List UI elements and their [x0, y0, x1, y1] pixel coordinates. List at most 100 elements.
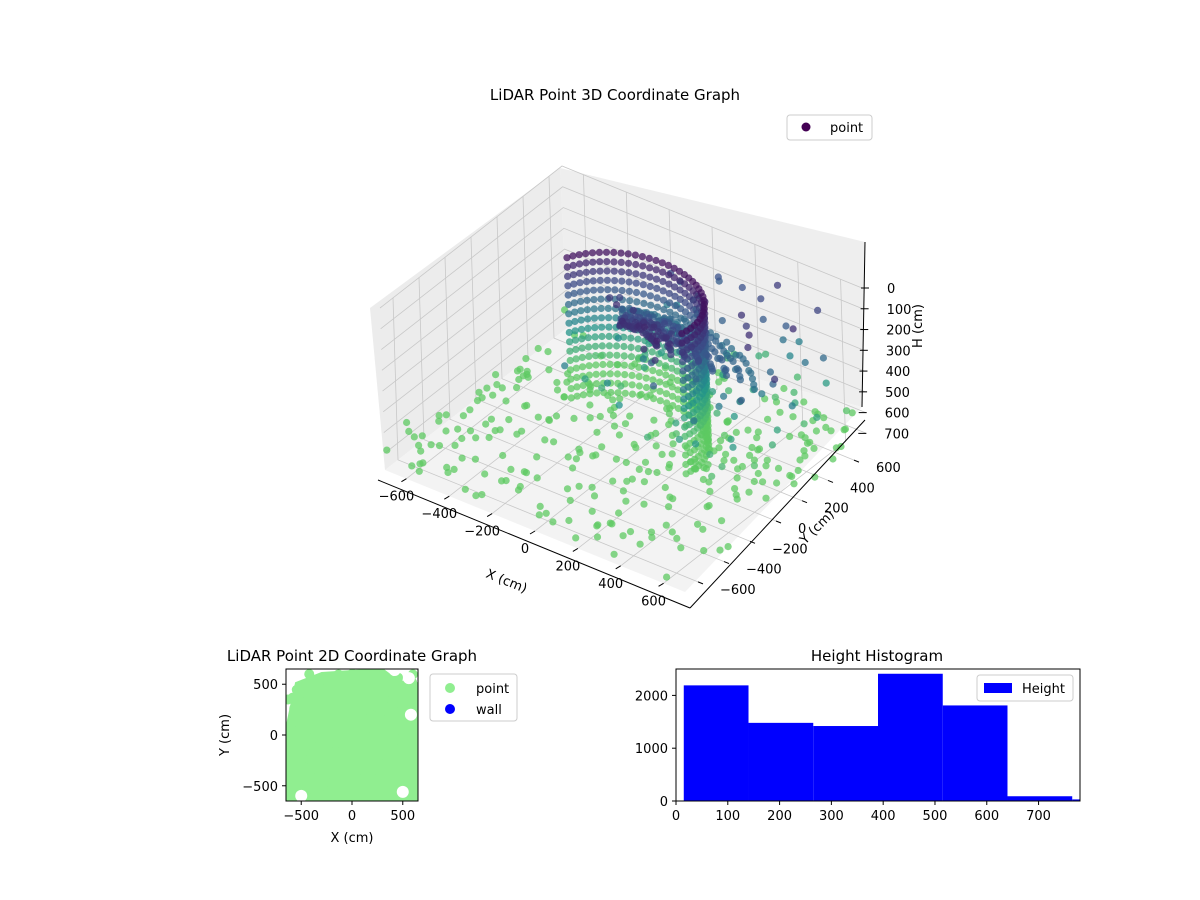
point-3d [625, 287, 634, 295]
point-3d [613, 361, 621, 369]
point-3d [748, 443, 756, 452]
point-2d [359, 738, 370, 749]
point-3d [627, 353, 636, 361]
point-2d [410, 684, 418, 695]
point-3d [665, 271, 673, 279]
point-3d [820, 414, 828, 422]
point-3d [744, 426, 752, 434]
point-3d [566, 338, 574, 346]
point-3d [579, 363, 587, 371]
point-3d [673, 367, 681, 375]
point-3d [596, 276, 604, 284]
point-3d [793, 373, 802, 381]
point-3d [569, 252, 577, 260]
point-3d [603, 276, 612, 284]
point-3d [564, 272, 572, 280]
point-3d [626, 297, 634, 305]
point-3d [750, 462, 759, 470]
legend-2d-label-point: point [476, 682, 509, 697]
point-3d [742, 322, 750, 330]
point-3d [461, 485, 469, 493]
histogram-bar [813, 726, 878, 801]
histogram-x-ticks: 0 100 200 300 400 500 600 700 [672, 801, 1051, 824]
point-3d [628, 475, 636, 483]
point-3d [644, 433, 652, 441]
point-3d [620, 342, 628, 351]
point-3d [840, 426, 848, 434]
point-3d [567, 394, 575, 402]
point-3d [628, 362, 636, 370]
point-3d [723, 338, 731, 346]
point-3d [577, 325, 586, 333]
point-3d [454, 425, 462, 433]
point-3d [617, 382, 625, 390]
point-3d [618, 277, 626, 285]
point-3d [614, 334, 622, 342]
point-3d [713, 409, 721, 417]
point-3d [590, 314, 599, 322]
point-3d [665, 289, 673, 298]
point-cloud-2d [286, 669, 418, 801]
point-3d [592, 352, 600, 360]
point-3d [762, 494, 770, 502]
point-3d [623, 477, 631, 485]
point-3d [443, 463, 451, 471]
point-3d [583, 278, 591, 286]
point-3d [662, 390, 671, 398]
point-2d [393, 775, 404, 786]
y-tick-label-3d: 400 [850, 481, 875, 496]
point-3d [620, 333, 628, 341]
point-3d [630, 440, 638, 448]
histogram-y-tick-label: 2000 [635, 689, 668, 704]
point-3d [664, 261, 673, 269]
point-3d [466, 406, 474, 414]
point-3d [575, 445, 583, 453]
point-3d [602, 248, 611, 256]
point-3d [579, 391, 588, 399]
point-2d [301, 699, 312, 710]
point-3d [590, 492, 599, 500]
point-3d [718, 356, 726, 364]
point-3d [590, 296, 598, 304]
point-3d [564, 291, 572, 299]
point-3d [650, 323, 658, 331]
point-3d [619, 532, 627, 540]
point-3d [571, 308, 579, 316]
point-3d [570, 299, 579, 307]
point-2d [313, 707, 324, 718]
point-3d [738, 283, 746, 292]
point-3d [668, 364, 676, 372]
point-3d [674, 404, 683, 413]
point-3d [589, 258, 597, 266]
point-3d [670, 274, 679, 282]
point-3d [730, 456, 738, 464]
point-3d [589, 277, 597, 285]
point-3d [573, 383, 581, 391]
point-3d [472, 492, 480, 500]
point-3d [565, 516, 573, 525]
histogram-legend-frame [976, 674, 1074, 702]
point-3d [656, 397, 664, 405]
point-3d [737, 311, 746, 319]
histogram-x-tick-label: 300 [819, 809, 844, 824]
point-3d [652, 275, 661, 283]
point-3d [637, 390, 645, 398]
point-3d [669, 440, 677, 448]
point-3d [566, 356, 574, 365]
pane-floor [385, 328, 862, 592]
point-2d [289, 703, 300, 714]
point-3d [735, 366, 743, 374]
point-3d [652, 256, 660, 265]
y-axis-label-2d: Y (cm) [218, 714, 233, 757]
point-3d [585, 343, 593, 351]
point-3d [757, 295, 765, 303]
point-3d [435, 417, 443, 425]
point-3d [435, 411, 443, 420]
point-3d [682, 451, 690, 459]
point-3d [674, 386, 682, 394]
point-3d [597, 295, 605, 303]
point-3d [673, 358, 681, 366]
point-3d [415, 441, 423, 449]
point-3d [822, 379, 830, 387]
point-3d [563, 263, 571, 271]
